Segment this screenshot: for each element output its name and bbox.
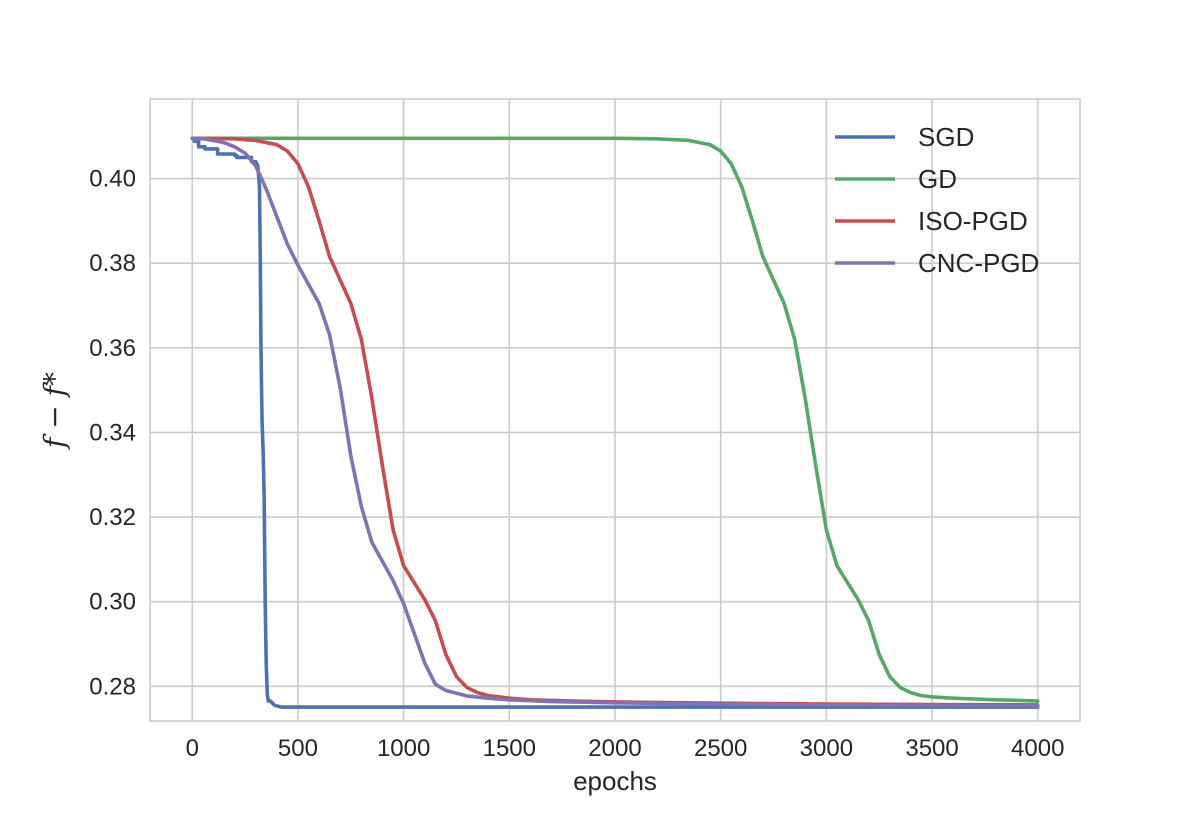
x-tick-label: 1500 bbox=[483, 735, 536, 762]
x-tick-label: 500 bbox=[278, 735, 318, 762]
x-tick-label: 3500 bbox=[905, 735, 958, 762]
x-tick-label: 1000 bbox=[377, 735, 430, 762]
y-tick-label: 0.34 bbox=[89, 419, 136, 446]
grid bbox=[150, 99, 1080, 721]
legend-label: GD bbox=[918, 164, 957, 194]
x-tick-label: 3000 bbox=[800, 735, 853, 762]
tick-labels: 0 500 1000 1500 2000 2500 3000 3500 4000 0.28 0.30… bbox=[89, 166, 1064, 762]
y-tick-label: 0.38 bbox=[89, 250, 136, 277]
series-line-sgd bbox=[190, 136, 1040, 709]
series-line-gd bbox=[190, 136, 1040, 703]
legend-item: CNC-PGD bbox=[835, 248, 1039, 278]
x-tick-label: 4000 bbox=[1011, 735, 1064, 762]
x-tick-label: 2000 bbox=[588, 735, 641, 762]
x-tick-label: 0 bbox=[186, 735, 199, 762]
y-axis-label: f − f* bbox=[38, 372, 71, 450]
series-layer bbox=[190, 136, 1040, 709]
plot-frame bbox=[149, 98, 1081, 722]
x-axis-label: epochs bbox=[573, 766, 657, 796]
legend: SGD GD ISO-PGD CNC-PGD bbox=[835, 122, 1039, 278]
legend-item: SGD bbox=[835, 122, 974, 152]
y-tick-label: 0.36 bbox=[89, 335, 136, 362]
legend-label: CNC-PGD bbox=[918, 248, 1039, 278]
x-tick-label: 2500 bbox=[694, 735, 747, 762]
legend-label: SGD bbox=[918, 122, 974, 152]
legend-item: GD bbox=[835, 164, 957, 194]
y-tick-label: 0.32 bbox=[89, 504, 136, 531]
y-tick-label: 0.30 bbox=[89, 589, 136, 616]
y-tick-label: 0.40 bbox=[89, 166, 136, 193]
legend-item: ISO-PGD bbox=[835, 206, 1028, 236]
series-line-cnc-pgd bbox=[190, 136, 1040, 708]
y-tick-label: 0.28 bbox=[89, 673, 136, 700]
legend-label: ISO-PGD bbox=[918, 206, 1028, 236]
